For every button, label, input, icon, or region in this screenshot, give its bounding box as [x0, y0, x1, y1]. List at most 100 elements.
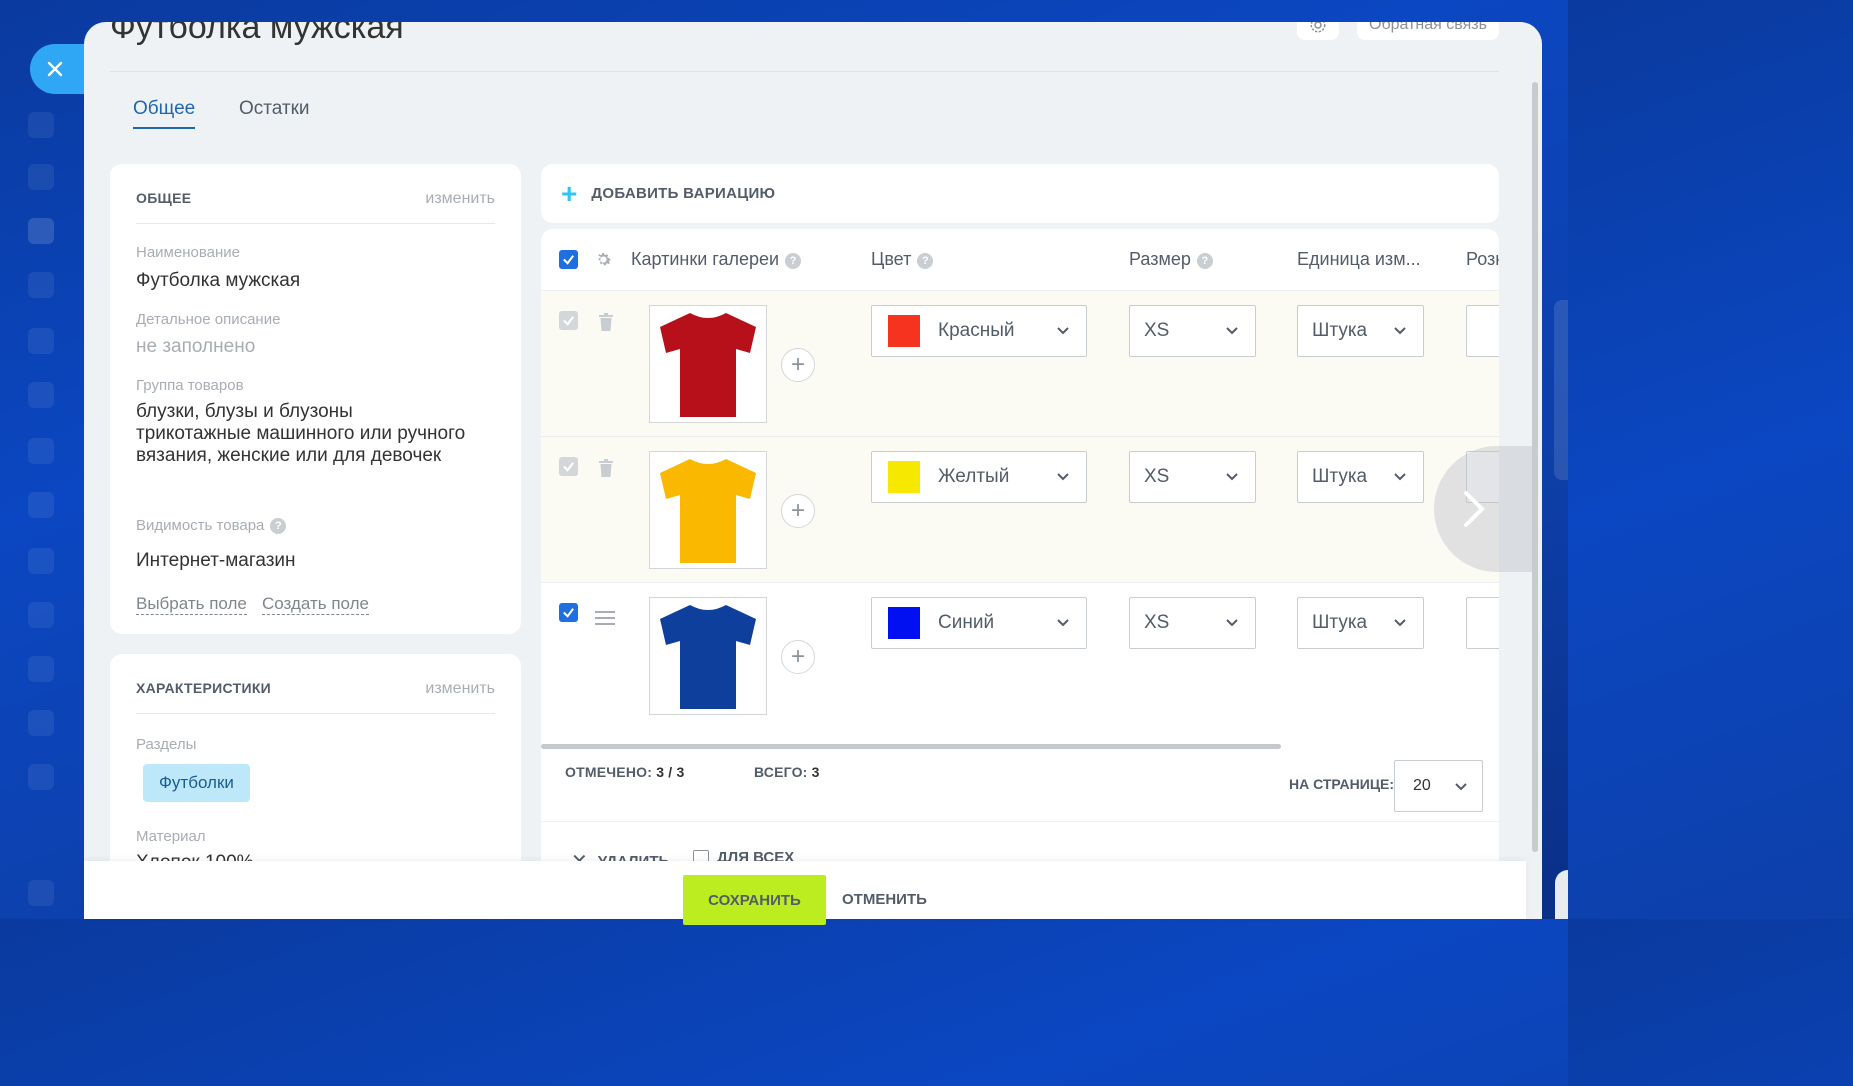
horizontal-scrollbar[interactable]: [541, 744, 1281, 749]
group-label: Группа товаров: [136, 377, 244, 394]
vertical-scrollbar[interactable]: [1532, 82, 1538, 852]
size-select[interactable]: XS: [1129, 305, 1256, 357]
tshirt-shape: [660, 459, 756, 563]
size-select[interactable]: XS: [1129, 451, 1256, 503]
chevron-down-icon: [1393, 470, 1407, 484]
add-variation-label: ДОБАВИТЬ ВАРИАЦИЮ: [591, 185, 775, 202]
add-image-button[interactable]: +: [781, 640, 815, 674]
color-value: Синий: [938, 612, 994, 634]
color-swatch: [888, 461, 920, 493]
gallery-image[interactable]: [649, 451, 767, 569]
variations-grid: Картинки галереи? Цвет? Размер? Единица …: [541, 229, 1499, 919]
side-panel-edge: [1555, 870, 1568, 919]
rail-ghost-icon: [28, 880, 54, 906]
left-rail: [0, 0, 84, 919]
description-value: не заполнено: [136, 336, 255, 358]
retail-price-input[interactable]: [1466, 597, 1499, 649]
gallery-image[interactable]: [649, 305, 767, 423]
section-chip[interactable]: Футболки: [143, 764, 250, 802]
total-counter: ВСЕГО: 3: [754, 764, 820, 780]
visibility-label-text: Видимость товара: [136, 517, 264, 534]
check-icon: [562, 460, 575, 473]
size-select[interactable]: XS: [1129, 597, 1256, 649]
retail-price-input[interactable]: [1466, 305, 1499, 357]
help-icon[interactable]: ?: [785, 253, 801, 269]
group-value: блузки, блузы и блузоны трикотажные маши…: [136, 401, 466, 467]
rail-ghost-icon: [28, 764, 54, 790]
column-size-label: Размер: [1129, 249, 1191, 269]
bottom-action-bar: СОХРАНИТЬ ОТМЕНИТЬ: [84, 861, 1526, 919]
column-gallery[interactable]: Картинки галереи?: [631, 249, 801, 270]
general-card-header: ОБЩЕЕ изменить: [136, 190, 495, 224]
check-icon: [562, 606, 575, 619]
drag-handle-icon[interactable]: [595, 611, 615, 625]
chevron-down-icon: [1056, 324, 1070, 338]
cancel-button[interactable]: ОТМЕНИТЬ: [842, 891, 927, 908]
per-page-select[interactable]: 20: [1394, 760, 1483, 812]
size-value: XS: [1144, 320, 1169, 342]
choose-field-link[interactable]: Выбрать поле: [136, 594, 247, 615]
create-field-link[interactable]: Создать поле: [262, 594, 369, 615]
rail-ghost-icon: [28, 328, 54, 354]
add-image-button[interactable]: +: [781, 348, 815, 382]
grid-header: Картинки галереи? Цвет? Размер? Единица …: [541, 229, 1499, 291]
total-label: ВСЕГО:: [754, 764, 808, 780]
tshirt-image: [656, 309, 760, 419]
unit-select[interactable]: Штука: [1297, 597, 1424, 649]
chevron-down-icon: [1393, 324, 1407, 338]
tab-general[interactable]: Общее: [133, 98, 195, 120]
column-gallery-label: Картинки галереи: [631, 249, 779, 269]
plus-icon: +: [561, 180, 577, 208]
unit-select[interactable]: Штука: [1297, 305, 1424, 357]
add-variation-button[interactable]: + ДОБАВИТЬ ВАРИАЦИЮ: [541, 164, 1499, 223]
gallery-image[interactable]: [649, 597, 767, 715]
color-value: Желтый: [938, 466, 1009, 488]
add-image-button[interactable]: +: [781, 494, 815, 528]
per-page-value: 20: [1413, 777, 1431, 795]
tshirt-shape: [660, 605, 756, 709]
settings-button[interactable]: [1297, 22, 1339, 40]
visibility-label: Видимость товара?: [136, 517, 286, 534]
marked-value: 3 / 3: [656, 764, 684, 780]
visibility-value: Интернет-магазин: [136, 550, 296, 572]
color-select[interactable]: Красный: [871, 305, 1087, 357]
grid-footer-divider: [541, 821, 1499, 822]
select-all-checkbox[interactable]: [559, 250, 578, 269]
unit-select[interactable]: Штука: [1297, 451, 1424, 503]
right-edge-handle: [1554, 300, 1568, 480]
row-checkbox[interactable]: [559, 603, 578, 622]
general-edit-link[interactable]: изменить: [425, 190, 495, 208]
column-color-label: Цвет: [871, 249, 911, 269]
characteristics-card-title: ХАРАКТЕРИСТИКИ: [136, 680, 271, 696]
table-row: + Красный XS Штука: [541, 291, 1499, 437]
header-divider: [110, 71, 1499, 72]
characteristics-card-header: ХАРАКТЕРИСТИКИ изменить: [136, 680, 495, 714]
general-card-title: ОБЩЕЕ: [136, 190, 191, 206]
column-unit[interactable]: Единица изм...: [1297, 249, 1421, 270]
column-color[interactable]: Цвет?: [871, 249, 933, 270]
size-value: XS: [1144, 466, 1169, 488]
rail-ghost-icon: [28, 218, 54, 244]
help-icon[interactable]: ?: [917, 253, 933, 269]
color-select[interactable]: Синий: [871, 597, 1087, 649]
save-button[interactable]: СОХРАНИТЬ: [683, 875, 826, 925]
tab-stock[interactable]: Остатки: [239, 98, 310, 120]
color-select[interactable]: Желтый: [871, 451, 1087, 503]
unit-value: Штука: [1312, 320, 1367, 342]
rail-ghost-icon: [28, 548, 54, 574]
trash-icon[interactable]: [599, 313, 613, 331]
page-title: Футболка мужская: [110, 22, 404, 47]
help-icon[interactable]: ?: [1197, 253, 1213, 269]
rail-ghost-icon: [28, 164, 54, 190]
trash-icon[interactable]: [599, 459, 613, 477]
chevron-down-icon: [1454, 780, 1468, 794]
feedback-button[interactable]: Обратная связь: [1357, 22, 1499, 40]
column-settings-gear-icon[interactable]: [594, 250, 613, 269]
characteristics-edit-link[interactable]: изменить: [425, 680, 495, 698]
marked-counter: ОТМЕЧЕНО: 3 / 3: [565, 764, 684, 780]
per-page-label: НА СТРАНИЦЕ:: [1289, 776, 1394, 792]
help-icon[interactable]: ?: [270, 518, 286, 534]
color-value: Красный: [938, 320, 1014, 342]
column-retail[interactable]: Розн: [1466, 249, 1499, 270]
column-size[interactable]: Размер?: [1129, 249, 1213, 270]
